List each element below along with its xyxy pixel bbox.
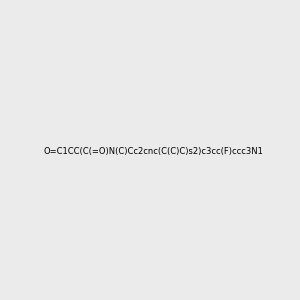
Text: O=C1CC(C(=O)N(C)Cc2cnc(C(C)C)s2)c3cc(F)ccc3N1: O=C1CC(C(=O)N(C)Cc2cnc(C(C)C)s2)c3cc(F)c… [44,147,264,156]
